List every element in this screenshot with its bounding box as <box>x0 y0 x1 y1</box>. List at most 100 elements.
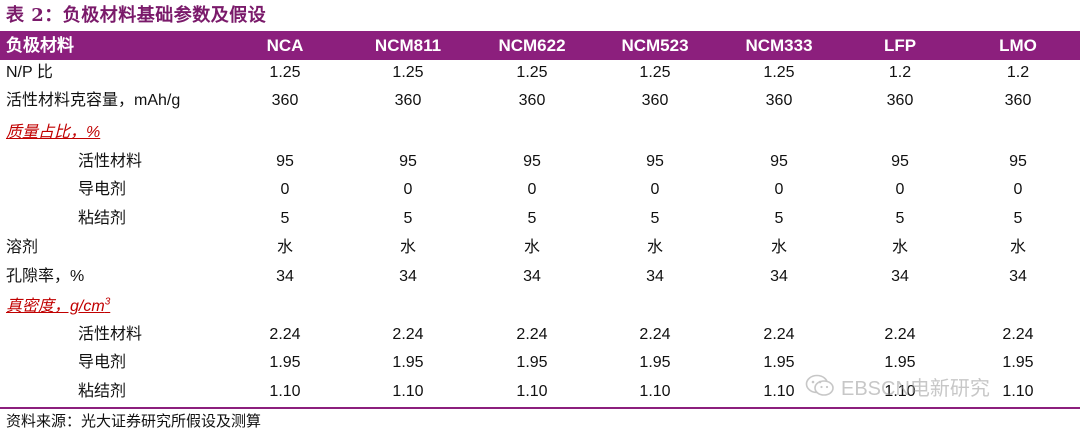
table-cell: 1.95 <box>639 354 671 371</box>
table-cell: 34 <box>276 268 294 285</box>
table-cell: 95 <box>276 153 294 170</box>
table-cell: 1.2 <box>1006 64 1030 81</box>
table-cell: 0 <box>1013 181 1023 198</box>
header-col-ncm622: NCM622 <box>498 36 566 55</box>
table-cell: 水 <box>523 239 540 256</box>
table-cell: 95 <box>399 153 417 170</box>
label-superscript: 3 <box>104 296 111 308</box>
table-cell: 1.25 <box>392 64 424 81</box>
wechat-icon <box>805 374 834 396</box>
row-label-text: N/P 比 <box>6 64 53 81</box>
table-cell: 5 <box>650 210 660 227</box>
table-cell: 1.95 <box>392 354 424 371</box>
table-cell: 1.25 <box>269 64 301 81</box>
table-cell: 1.10 <box>639 383 671 400</box>
table-cell: 5 <box>1013 210 1023 227</box>
table-cell: 水 <box>891 239 908 256</box>
table-cell: 水 <box>770 239 787 256</box>
table-cell: 34 <box>523 268 541 285</box>
table-cell: 1.10 <box>392 383 424 400</box>
table-cell: 360 <box>271 92 299 109</box>
table-cell: 5 <box>895 210 905 227</box>
section-label: 质量占比，% <box>6 118 100 147</box>
table-cell: 1.95 <box>269 354 301 371</box>
table-cell: 95 <box>646 153 664 170</box>
table-cell: 360 <box>641 92 669 109</box>
row-label-text: 导电剂 <box>78 181 127 198</box>
table-cell: 5 <box>403 210 413 227</box>
table-row: 导电剂 0 0 0 0 0 0 0 <box>0 175 1080 204</box>
table-row: 粘结剂 1.10 1.10 1.10 1.10 1.10 1.10 1.10 <box>0 377 1080 406</box>
header-first-cell: 负极材料 <box>6 36 74 55</box>
row-label-text: 质量占比，% <box>6 124 101 141</box>
table-cell: 2.24 <box>392 326 424 343</box>
table-cell: 2.24 <box>1002 326 1034 343</box>
table-cell: 0 <box>650 181 660 198</box>
row-label: N/P 比 <box>6 58 53 87</box>
table-row: N/P 比 1.25 1.25 1.25 1.25 1.25 1.2 1.2 <box>0 58 1080 87</box>
table-cell: 360 <box>886 92 914 109</box>
row-label: 活性材料 <box>78 320 142 349</box>
table-cell: 2.24 <box>639 326 671 343</box>
row-label: 导电剂 <box>78 175 126 204</box>
table-row: 孔隙率，% 34 34 34 34 34 34 34 <box>0 262 1080 291</box>
table-cell: 1.10 <box>516 383 548 400</box>
table-cell: 1.10 <box>1002 383 1034 400</box>
table-row: 真密度，g/cm3 <box>0 292 1080 321</box>
table-cell: 2.24 <box>269 326 301 343</box>
table-cell: 0 <box>403 181 413 198</box>
table-cell: 5 <box>527 210 537 227</box>
table-row: 活性材料 2.24 2.24 2.24 2.24 2.24 2.24 2.24 <box>0 320 1080 349</box>
row-label: 活性材料克容量，mAh/g <box>6 86 180 115</box>
table-cell: 2.24 <box>516 326 548 343</box>
table-cell: 95 <box>891 153 909 170</box>
table-cell: 水 <box>399 239 416 256</box>
row-label-text: 粘结剂 <box>78 383 127 400</box>
source-note: 资料来源：光大证券研究所假设及测算 <box>6 413 262 430</box>
table-cell: 34 <box>770 268 788 285</box>
table-row: 活性材料 95 95 95 95 95 95 95 <box>0 147 1080 176</box>
table-cell: 5 <box>280 210 290 227</box>
table-cell: 0 <box>895 181 905 198</box>
table-row: 导电剂 1.95 1.95 1.95 1.95 1.95 1.95 1.95 <box>0 348 1080 377</box>
header-col-nca: NCA <box>266 36 304 55</box>
table-cell: 0 <box>527 181 537 198</box>
header-col-ncm523: NCM523 <box>621 36 689 55</box>
table-cell: 1.95 <box>884 354 916 371</box>
table-header: 负极材料 NCA NCM811 NCM622 NCM523 NCM333 LFP… <box>0 31 1080 60</box>
table-cell: 1.25 <box>763 64 795 81</box>
table-cell: 水 <box>276 239 293 256</box>
table-title: 表 2：负极材料基础参数及假设 <box>6 5 267 26</box>
table-row: 质量占比，% <box>0 118 1080 147</box>
table-cell: 1.25 <box>639 64 671 81</box>
table-cell: 95 <box>1009 153 1027 170</box>
row-label-text: 真密度，g/cm <box>6 298 105 315</box>
table-cell: 1.2 <box>888 64 912 81</box>
section-label: 真密度，g/cm3 <box>6 292 110 321</box>
table-cell: 水 <box>1009 239 1026 256</box>
header-col-lmo: LMO <box>999 36 1037 55</box>
row-label: 粘结剂 <box>78 204 126 233</box>
table-cell: 360 <box>518 92 546 109</box>
row-label-text: 孔隙率，% <box>6 268 85 285</box>
table-cell: 2.24 <box>763 326 795 343</box>
table-cell: 34 <box>399 268 417 285</box>
table-cell: 水 <box>646 239 663 256</box>
table-cell: 0 <box>774 181 784 198</box>
table-cell: 95 <box>770 153 788 170</box>
table-cell: 1.25 <box>516 64 548 81</box>
header-col-ncm333: NCM333 <box>745 36 813 55</box>
table-bottom-rule <box>0 407 1080 409</box>
table-cell: 1.95 <box>1002 354 1034 371</box>
table-cell: 1.95 <box>516 354 548 371</box>
row-label-text: 粘结剂 <box>78 210 127 227</box>
row-label: 孔隙率，% <box>6 262 84 291</box>
row-label-text: 活性材料 <box>78 153 143 170</box>
table-cell: 34 <box>1009 268 1027 285</box>
table-cell: 95 <box>523 153 541 170</box>
watermark-text: EBSCN电新研究 <box>841 377 990 400</box>
table-cell: 1.95 <box>763 354 795 371</box>
table-cell: 34 <box>646 268 664 285</box>
table-cell: 5 <box>774 210 784 227</box>
table-row: 活性材料克容量，mAh/g 360 360 360 360 360 360 360 <box>0 86 1080 115</box>
